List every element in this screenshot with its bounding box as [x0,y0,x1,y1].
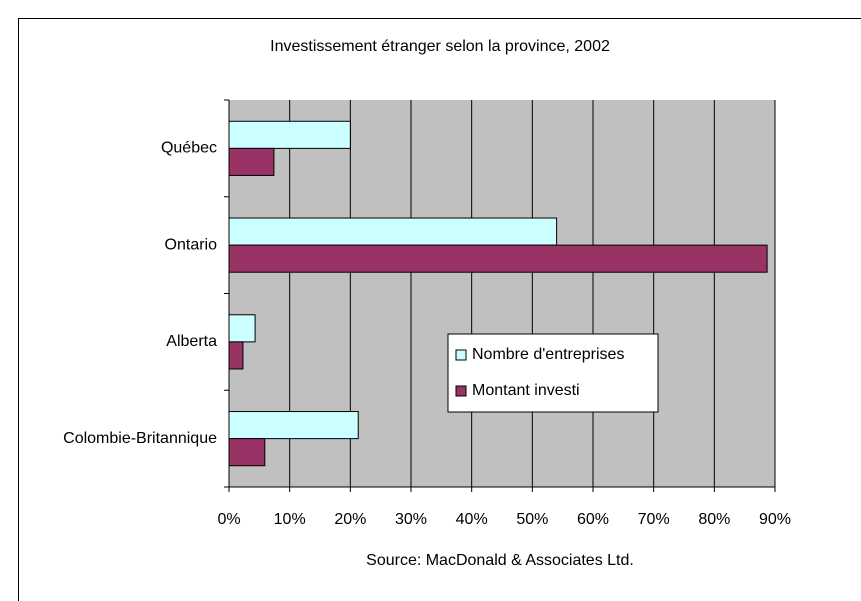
bar [228,120,351,149]
y-tick-label: Québec [161,140,217,157]
bar [228,244,768,273]
y-tick-label: Colombie-Britannique [63,430,217,447]
bar [228,147,275,176]
legend [447,333,659,413]
bar [228,217,558,246]
bar [228,438,266,467]
bar [228,314,256,343]
x-tick-label: 90% [759,511,791,528]
legend-label: Nombre d'entreprises [472,346,624,363]
legend-swatch [455,385,467,397]
y-tick-label: Ontario [165,236,218,253]
bar [228,411,359,440]
legend-label: Montant investi [472,382,580,399]
x-tick-label: 60% [577,511,609,528]
x-tick-label: 40% [456,511,488,528]
bar [228,341,244,370]
y-tick-label: Alberta [166,333,217,350]
x-tick-label: 10% [274,511,306,528]
chart-title: Investissement étranger selon la provinc… [270,38,610,55]
x-tick-label: 70% [638,511,670,528]
x-tick-label: 30% [395,511,427,528]
x-tick-label: 20% [334,511,366,528]
x-tick-label: 0% [217,511,240,528]
source-note: Source: MacDonald & Associates Ltd. [366,552,634,569]
x-tick-label: 80% [698,511,730,528]
legend-swatch [455,349,467,361]
x-tick-label: 50% [516,511,548,528]
